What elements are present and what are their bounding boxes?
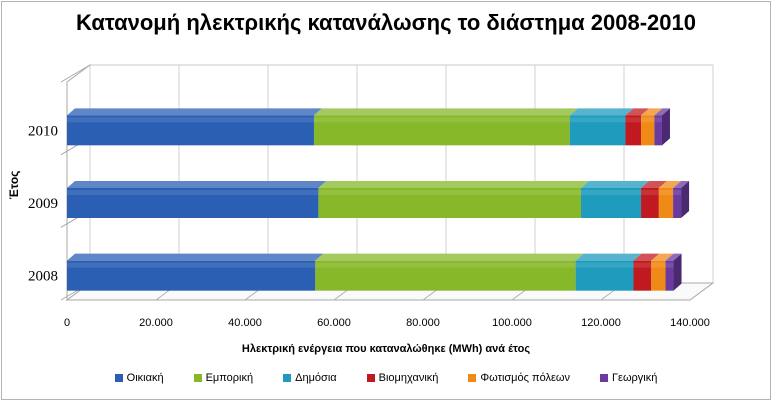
bar-segment [658, 181, 682, 218]
x-tick-label: 120.000 [581, 317, 621, 329]
legend-swatch [193, 374, 202, 382]
bar-segment [575, 253, 642, 291]
legend-item: Φωτισμός πόλεων [468, 372, 570, 384]
legend-swatch [366, 374, 375, 382]
bar-segment [313, 108, 578, 146]
bar-segment [67, 108, 322, 146]
legend-item: Βιομηχανική [366, 372, 439, 384]
legend-item: Οικιακή [114, 372, 164, 384]
legend-label: Βιομηχανική [378, 372, 439, 384]
x-tick-label: 140.000 [670, 317, 710, 329]
legend-swatch [283, 374, 292, 382]
bar-segment [654, 108, 670, 146]
bar-segment [673, 181, 690, 218]
category-label: 2010 [28, 123, 58, 139]
legend-item: Δημόσια [283, 372, 337, 384]
x-tick-label: 40.000 [228, 317, 262, 329]
bar-segment [625, 108, 650, 146]
x-tick-label: 0 [64, 317, 70, 329]
x-tick-label: 80.000 [406, 317, 440, 329]
category-separator [60, 64, 91, 83]
floor-gridline [689, 282, 714, 301]
legend-item: Γεωργική [599, 372, 658, 384]
x-axis-label: Ηλεκτρική ενέργεια που καταναλώθηκε (MWh… [241, 343, 531, 355]
x-tick-label: 100.000 [492, 317, 532, 329]
category-label: 2008 [28, 269, 58, 285]
back-wall [89, 64, 714, 284]
legend-swatch [468, 374, 477, 382]
category-label: 2009 [28, 196, 58, 212]
bar-segment [67, 253, 324, 291]
legend-label: Δημόσια [295, 372, 337, 384]
legend: Οικιακή Εμπορική Δημόσια Βιομηχανική Φωτισμό… [0, 372, 772, 384]
legend-item: Εμπορική [193, 372, 254, 384]
x-tick-label: 20.000 [139, 317, 173, 329]
legend-swatch [114, 374, 123, 382]
x-tick-label: 60.000 [317, 317, 351, 329]
chart-title: Κατανομή ηλεκτρικής κατανάλωσης το διάστ… [76, 10, 696, 35]
bar-segment [318, 181, 589, 218]
bar-segment [580, 181, 650, 218]
legend-label: Γεωργική [611, 372, 658, 384]
bar-segment [641, 181, 667, 218]
bar-segment [641, 108, 663, 146]
bar-segment [651, 253, 674, 291]
bar-segment [315, 253, 584, 291]
legend-label: Φωτισμός πόλεων [480, 372, 570, 384]
bar-segment [633, 253, 660, 291]
bar-segment [665, 253, 682, 291]
bar-segment [569, 108, 634, 146]
y-axis-label: Έτος [7, 170, 21, 200]
legend-label: Οικιακή [126, 372, 164, 384]
legend-swatch [599, 374, 608, 382]
legend-label: Εμπορική [205, 372, 254, 384]
bar-segment [67, 181, 327, 218]
